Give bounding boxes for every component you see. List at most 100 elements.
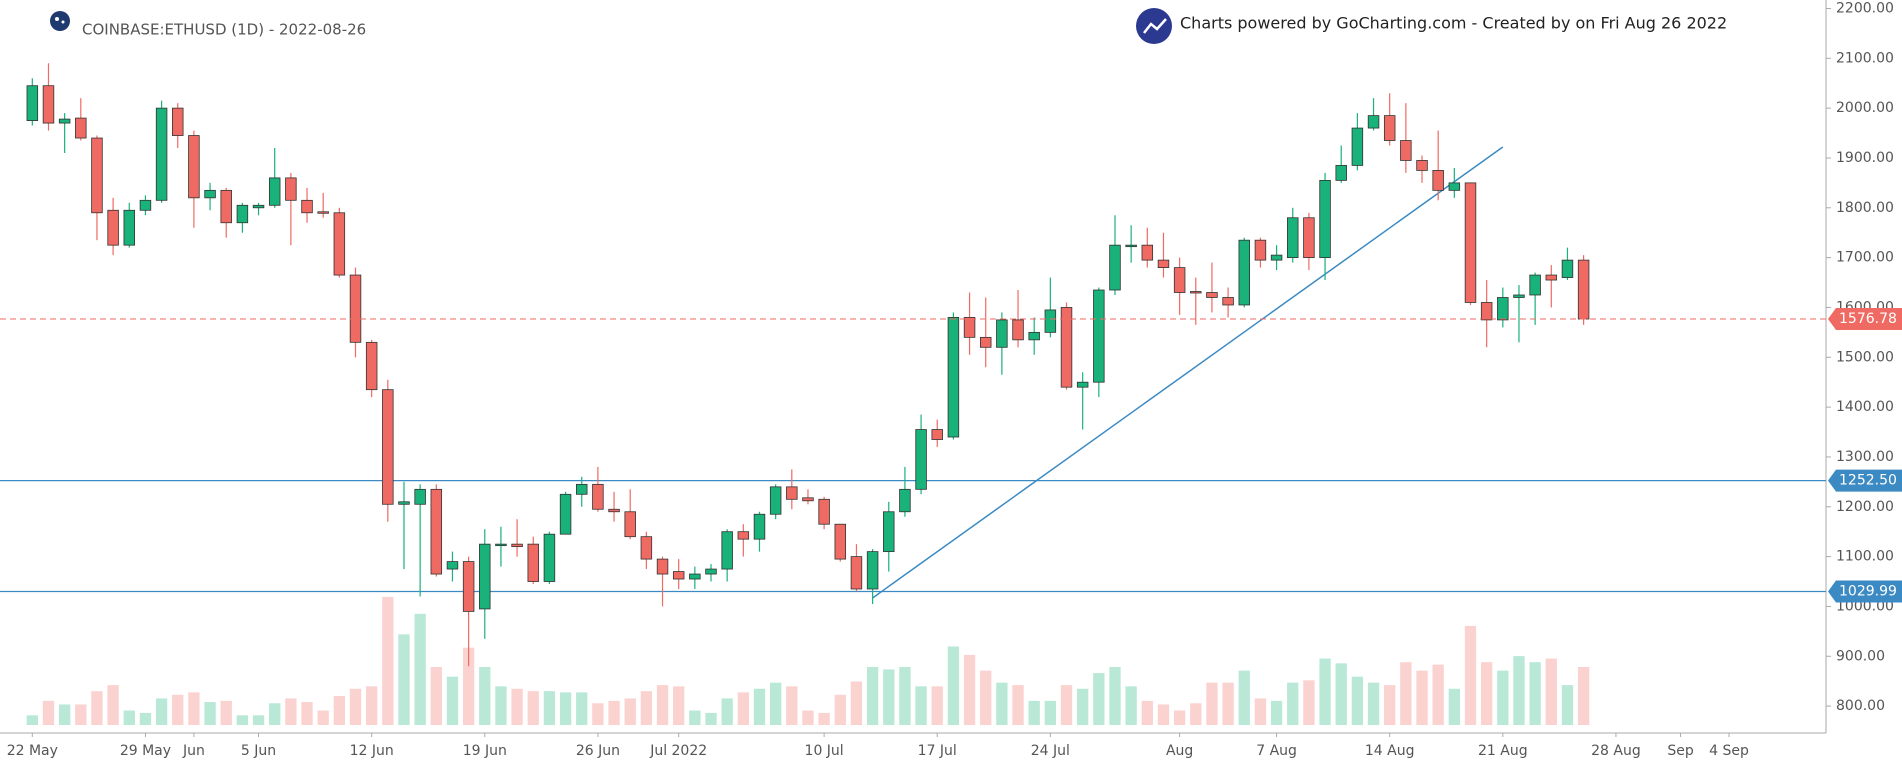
y-tick-label: 1700.00 <box>1836 250 1894 266</box>
volume-bar <box>430 667 442 725</box>
y-tick-label: 2000.00 <box>1836 100 1894 116</box>
candle-body <box>462 561 475 612</box>
candle-body <box>172 107 184 136</box>
candle-body <box>1287 217 1299 259</box>
candle-body <box>382 389 394 505</box>
volume-bar <box>543 691 556 725</box>
volume-bar <box>317 710 329 725</box>
candle-body <box>1448 182 1461 191</box>
volume-bar <box>75 704 87 725</box>
candle-body <box>139 199 152 211</box>
volume-bar <box>1432 664 1444 725</box>
volume-bar <box>301 702 313 725</box>
candle-body <box>996 319 1008 348</box>
price-label: 1252.50 <box>1839 473 1897 489</box>
volume-bar <box>495 686 507 725</box>
candle-body <box>1335 165 1347 181</box>
credits: Charts powered by GoCharting.com - Creat… <box>1180 14 1727 33</box>
y-tick-label: 2200.00 <box>1836 0 1894 16</box>
volume-bar <box>1351 676 1364 725</box>
volume-bar <box>1513 656 1525 725</box>
candle-body <box>1206 292 1218 298</box>
candle-body <box>1238 239 1250 306</box>
volume-bar <box>1448 688 1460 725</box>
volume-bar <box>446 676 459 725</box>
x-tick-label: Jul 2022 <box>649 743 707 759</box>
candle-body <box>155 107 168 201</box>
x-tick-label: 17 Jul <box>918 743 957 759</box>
volume-bar <box>1545 658 1557 725</box>
candle-body <box>705 568 717 575</box>
candle-body <box>721 531 733 570</box>
x-tick-label: 10 Jul <box>805 743 844 759</box>
y-tick-label: 800.00 <box>1836 698 1885 714</box>
candle-body <box>624 511 636 538</box>
candle-body <box>818 498 830 525</box>
x-tick-label: 24 Jul <box>1031 743 1070 759</box>
volume-bar <box>1384 685 1396 725</box>
volume-bar <box>721 698 733 725</box>
candle-body <box>576 483 588 495</box>
volume-bar <box>1173 710 1186 725</box>
candle-body <box>737 531 750 540</box>
volume-bar <box>1416 670 1428 725</box>
volume-bar <box>398 634 410 725</box>
candle-body <box>753 513 766 540</box>
y-tick-label: 2100.00 <box>1836 50 1894 66</box>
volume-bar <box>705 712 717 725</box>
volume-bar <box>139 712 152 725</box>
x-tick-label: Jun <box>182 743 205 759</box>
candle-body <box>75 117 87 139</box>
volume-bar <box>107 685 119 725</box>
candle-body <box>252 204 265 209</box>
candle-body <box>866 551 879 590</box>
candle-body <box>1529 274 1541 296</box>
volume-bar <box>996 682 1008 725</box>
candle-body <box>1400 140 1412 161</box>
candle-body <box>1416 160 1428 171</box>
candle-body <box>1141 244 1154 261</box>
volume-bar <box>42 700 55 725</box>
x-tick-label: 29 May <box>120 743 171 759</box>
volume-bar <box>511 688 523 725</box>
volume-bar <box>414 613 426 725</box>
volume-bar <box>1157 704 1170 725</box>
volume-bar <box>26 715 38 725</box>
candle-body <box>1577 259 1590 320</box>
candle-body <box>317 211 329 214</box>
volume-bar <box>1480 662 1493 725</box>
candle-body <box>414 488 426 505</box>
volume-bar <box>91 691 103 725</box>
volume-bar <box>1093 673 1105 725</box>
volume-bar <box>1222 682 1234 725</box>
candle-body <box>1076 381 1089 388</box>
volume-bar <box>1012 685 1024 725</box>
y-tick-label: 1400.00 <box>1836 399 1894 415</box>
volume-bar <box>172 694 184 725</box>
candle-body <box>850 556 863 590</box>
volume-bar <box>866 667 879 725</box>
candle-body <box>1222 297 1234 306</box>
candle-body <box>979 336 992 348</box>
volume-bar <box>236 715 249 725</box>
volume-bar <box>608 700 620 725</box>
candle-body <box>689 573 701 580</box>
volume-bar <box>947 646 960 725</box>
volume-bar <box>1319 658 1331 725</box>
candle-body <box>1351 127 1364 166</box>
candle-body <box>495 543 507 547</box>
volume-bar <box>58 704 71 725</box>
candle-body <box>333 212 346 276</box>
candle-body <box>58 118 71 124</box>
volume-bar <box>673 686 685 725</box>
volume-bar <box>850 681 863 725</box>
volume-bar <box>1109 667 1121 725</box>
volume-bar <box>1577 667 1590 725</box>
candle-body <box>1545 274 1558 281</box>
candle-body <box>1125 244 1137 248</box>
y-tick-label: 1900.00 <box>1836 150 1894 166</box>
volume-bar <box>1044 700 1057 725</box>
volume-bar <box>479 667 491 725</box>
candle-body <box>268 177 281 206</box>
candle-body <box>559 493 572 535</box>
